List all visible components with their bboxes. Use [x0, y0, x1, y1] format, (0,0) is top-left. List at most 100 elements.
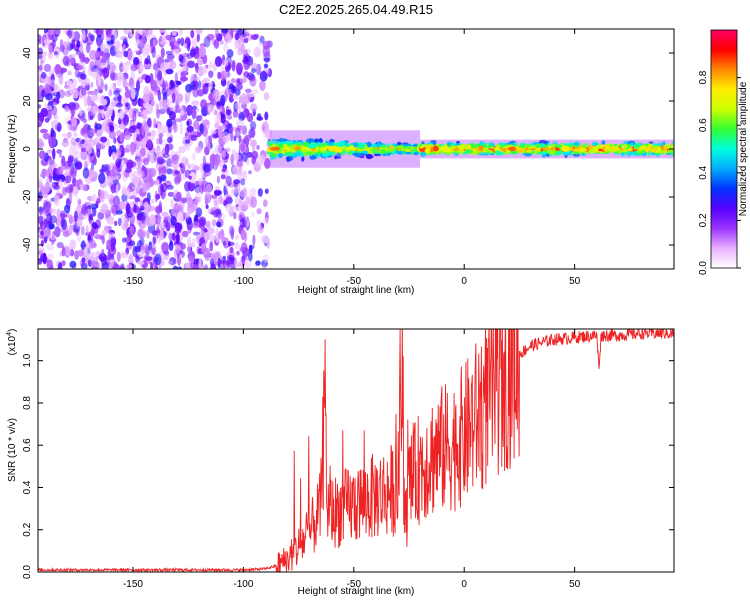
- heatmap-cell: [365, 154, 370, 158]
- heatmap-cell: [42, 228, 49, 238]
- heatmap-cell: [200, 225, 206, 231]
- heatmap-marks: [38, 29, 674, 269]
- heatmap-cell: [38, 104, 42, 109]
- heatmap-cell: [488, 150, 493, 154]
- heatmap-cell: [192, 221, 200, 229]
- heatmap-cell: [52, 101, 57, 107]
- heatmap-cell: [241, 170, 247, 181]
- heatmap-cell: [175, 232, 180, 245]
- heatmap-cell: [62, 133, 67, 138]
- heatmap-cell: [420, 151, 426, 157]
- heatmap-cell: [63, 29, 68, 34]
- heatmap-cell: [239, 218, 247, 228]
- heatmap-cell: [121, 193, 128, 202]
- heatmap-cell: [208, 61, 213, 70]
- heatmap-cell: [538, 139, 547, 145]
- heatmap-cell: [227, 241, 231, 247]
- heatmap-cell: [175, 80, 182, 86]
- heatmap-cell: [244, 29, 250, 35]
- heatmap-cell: [217, 71, 222, 80]
- heatmap-cell: [112, 151, 116, 161]
- heatmap-cell: [456, 141, 460, 144]
- heatmap-cell: [171, 232, 176, 241]
- heatmap-cell: [41, 50, 48, 57]
- heatmap-cell: [149, 206, 156, 211]
- heatmap-cell: [639, 147, 644, 151]
- heatmap-cell: [41, 169, 48, 178]
- snr-y-label: SNR (10 * v/v): [7, 418, 18, 482]
- heatmap-cell: [181, 156, 188, 168]
- heatmap-cell: [146, 131, 151, 139]
- heatmap-cell: [248, 170, 252, 175]
- heatmap-cell: [157, 124, 161, 135]
- heatmap-cell: [267, 68, 273, 78]
- heatmap-cell: [150, 99, 157, 106]
- heatmap-cell: [236, 78, 244, 85]
- heatmap-cell: [187, 42, 191, 52]
- heatmap-cell: [241, 254, 245, 267]
- heatmap-cell: [457, 149, 465, 153]
- heatmap-cell: [572, 153, 581, 157]
- heatmap-cell: [179, 253, 183, 259]
- heatmap-cell: [233, 261, 241, 268]
- heatmap-cell: [51, 98, 60, 105]
- heatmap-cell: [165, 68, 174, 75]
- heatmap-cell: [46, 105, 53, 111]
- heatmap-cell: [209, 241, 214, 252]
- heatmap-cell: [588, 150, 596, 153]
- heatmap-cell: [273, 146, 281, 151]
- heatmap-cell: [65, 80, 73, 87]
- heatmap-cell: [184, 181, 191, 192]
- heatmap-cell: [366, 141, 372, 148]
- heatmap-cell: [47, 201, 52, 207]
- heatmap-cell: [192, 122, 200, 128]
- heatmap-cell: [195, 207, 203, 218]
- heatmap-cell: [162, 80, 169, 89]
- heatmap-cell: [137, 260, 145, 265]
- heatmap-cell: [256, 144, 260, 150]
- heatmap-cell: [152, 236, 157, 245]
- heatmap-cell: [179, 122, 183, 135]
- heatmap-cell: [144, 75, 151, 84]
- heatmap-cell: [215, 29, 219, 39]
- heatmap-cell: [223, 42, 229, 54]
- heatmap-cell: [144, 256, 153, 261]
- heatmap-cell: [188, 171, 197, 184]
- heatmap-cell: [212, 210, 219, 218]
- heatmap-cell: [125, 144, 132, 153]
- heatmap-cell: [99, 209, 107, 214]
- heatmap-cell: [220, 113, 226, 124]
- heatmap-cell: [151, 129, 157, 137]
- heatmap-cell: [396, 146, 404, 152]
- heatmap-cell: [216, 112, 221, 124]
- heatmap-cell: [251, 89, 259, 94]
- heatmap-cell: [49, 207, 54, 214]
- heatmap-cell: [176, 211, 184, 224]
- heatmap-cell: [50, 120, 59, 128]
- heatmap-cell: [229, 246, 234, 254]
- heatmap-cell: [186, 125, 194, 133]
- heatmap-cell: [261, 259, 268, 268]
- heatmap-cell: [221, 149, 226, 159]
- heatmap-cell: [40, 230, 44, 236]
- heatmap-cell: [207, 34, 216, 40]
- heatmap-cell: [187, 242, 192, 254]
- heatmap-cell: [630, 151, 637, 155]
- heatmap-cell: [38, 181, 43, 186]
- heatmap-cell: [442, 148, 450, 153]
- heatmap-cell: [175, 243, 179, 250]
- heatmap-cell: [250, 211, 255, 217]
- heatmap-cell: [244, 259, 252, 269]
- heatmap-cell: [101, 109, 105, 119]
- spectrogram-y-tick-label: 40: [22, 47, 33, 59]
- heatmap-cell: [72, 89, 79, 99]
- heatmap-cell: [230, 129, 234, 142]
- heatmap-cell: [234, 32, 240, 41]
- heatmap-cell: [46, 259, 54, 269]
- heatmap-cell: [110, 145, 117, 155]
- colorbar: 0.0 0.2 0.4 0.6 0.8 Normalized spectral ampl…: [698, 29, 749, 275]
- heatmap-cell: [198, 80, 202, 90]
- heatmap-cell: [81, 183, 89, 192]
- heatmap-cell: [430, 147, 434, 152]
